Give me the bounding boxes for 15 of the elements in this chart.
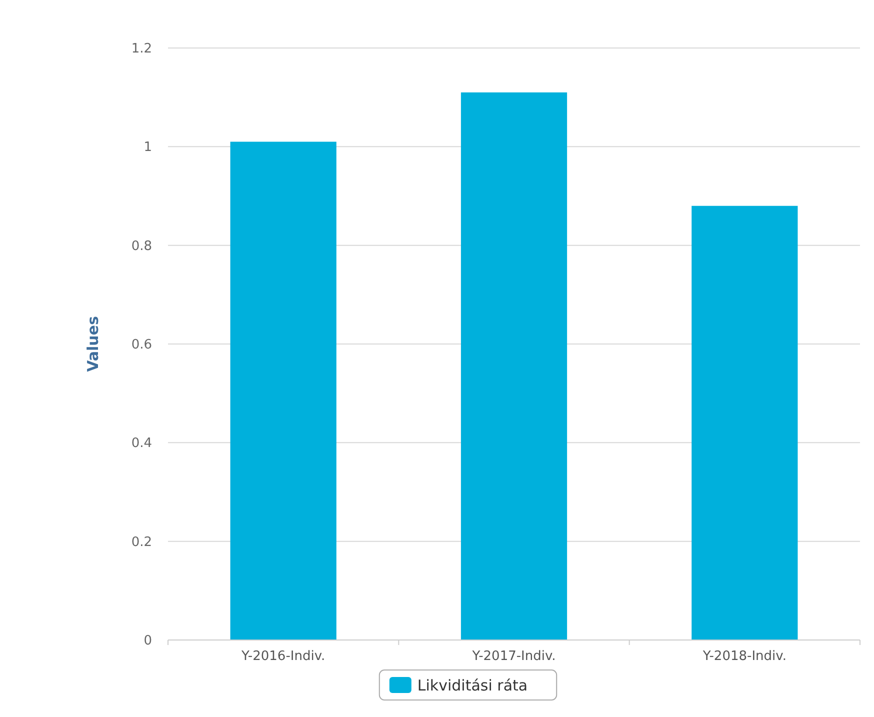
y-tick-label: 1.2 [131, 42, 152, 57]
y-tick-label: 0 [144, 634, 152, 649]
y-tick-label: 0.8 [131, 238, 152, 254]
x-tick-label: Y-2018-Indiv. [702, 649, 786, 664]
bar [230, 142, 336, 640]
x-tick-label: Y-2016-Indiv. [240, 649, 326, 664]
x-tick-label: Y-2017-Indiv. [471, 649, 556, 664]
bar [460, 92, 568, 640]
y-tick-label: 1 [144, 140, 152, 156]
bar [692, 206, 798, 640]
y-tick-label: 0.2 [131, 534, 152, 550]
y-tick-label: 0.6 [131, 338, 152, 353]
y-tick-label: 0.4 [131, 436, 152, 452]
y-axis-title: Values [84, 316, 102, 372]
legend-label: Likviditási ráta [417, 676, 528, 694]
